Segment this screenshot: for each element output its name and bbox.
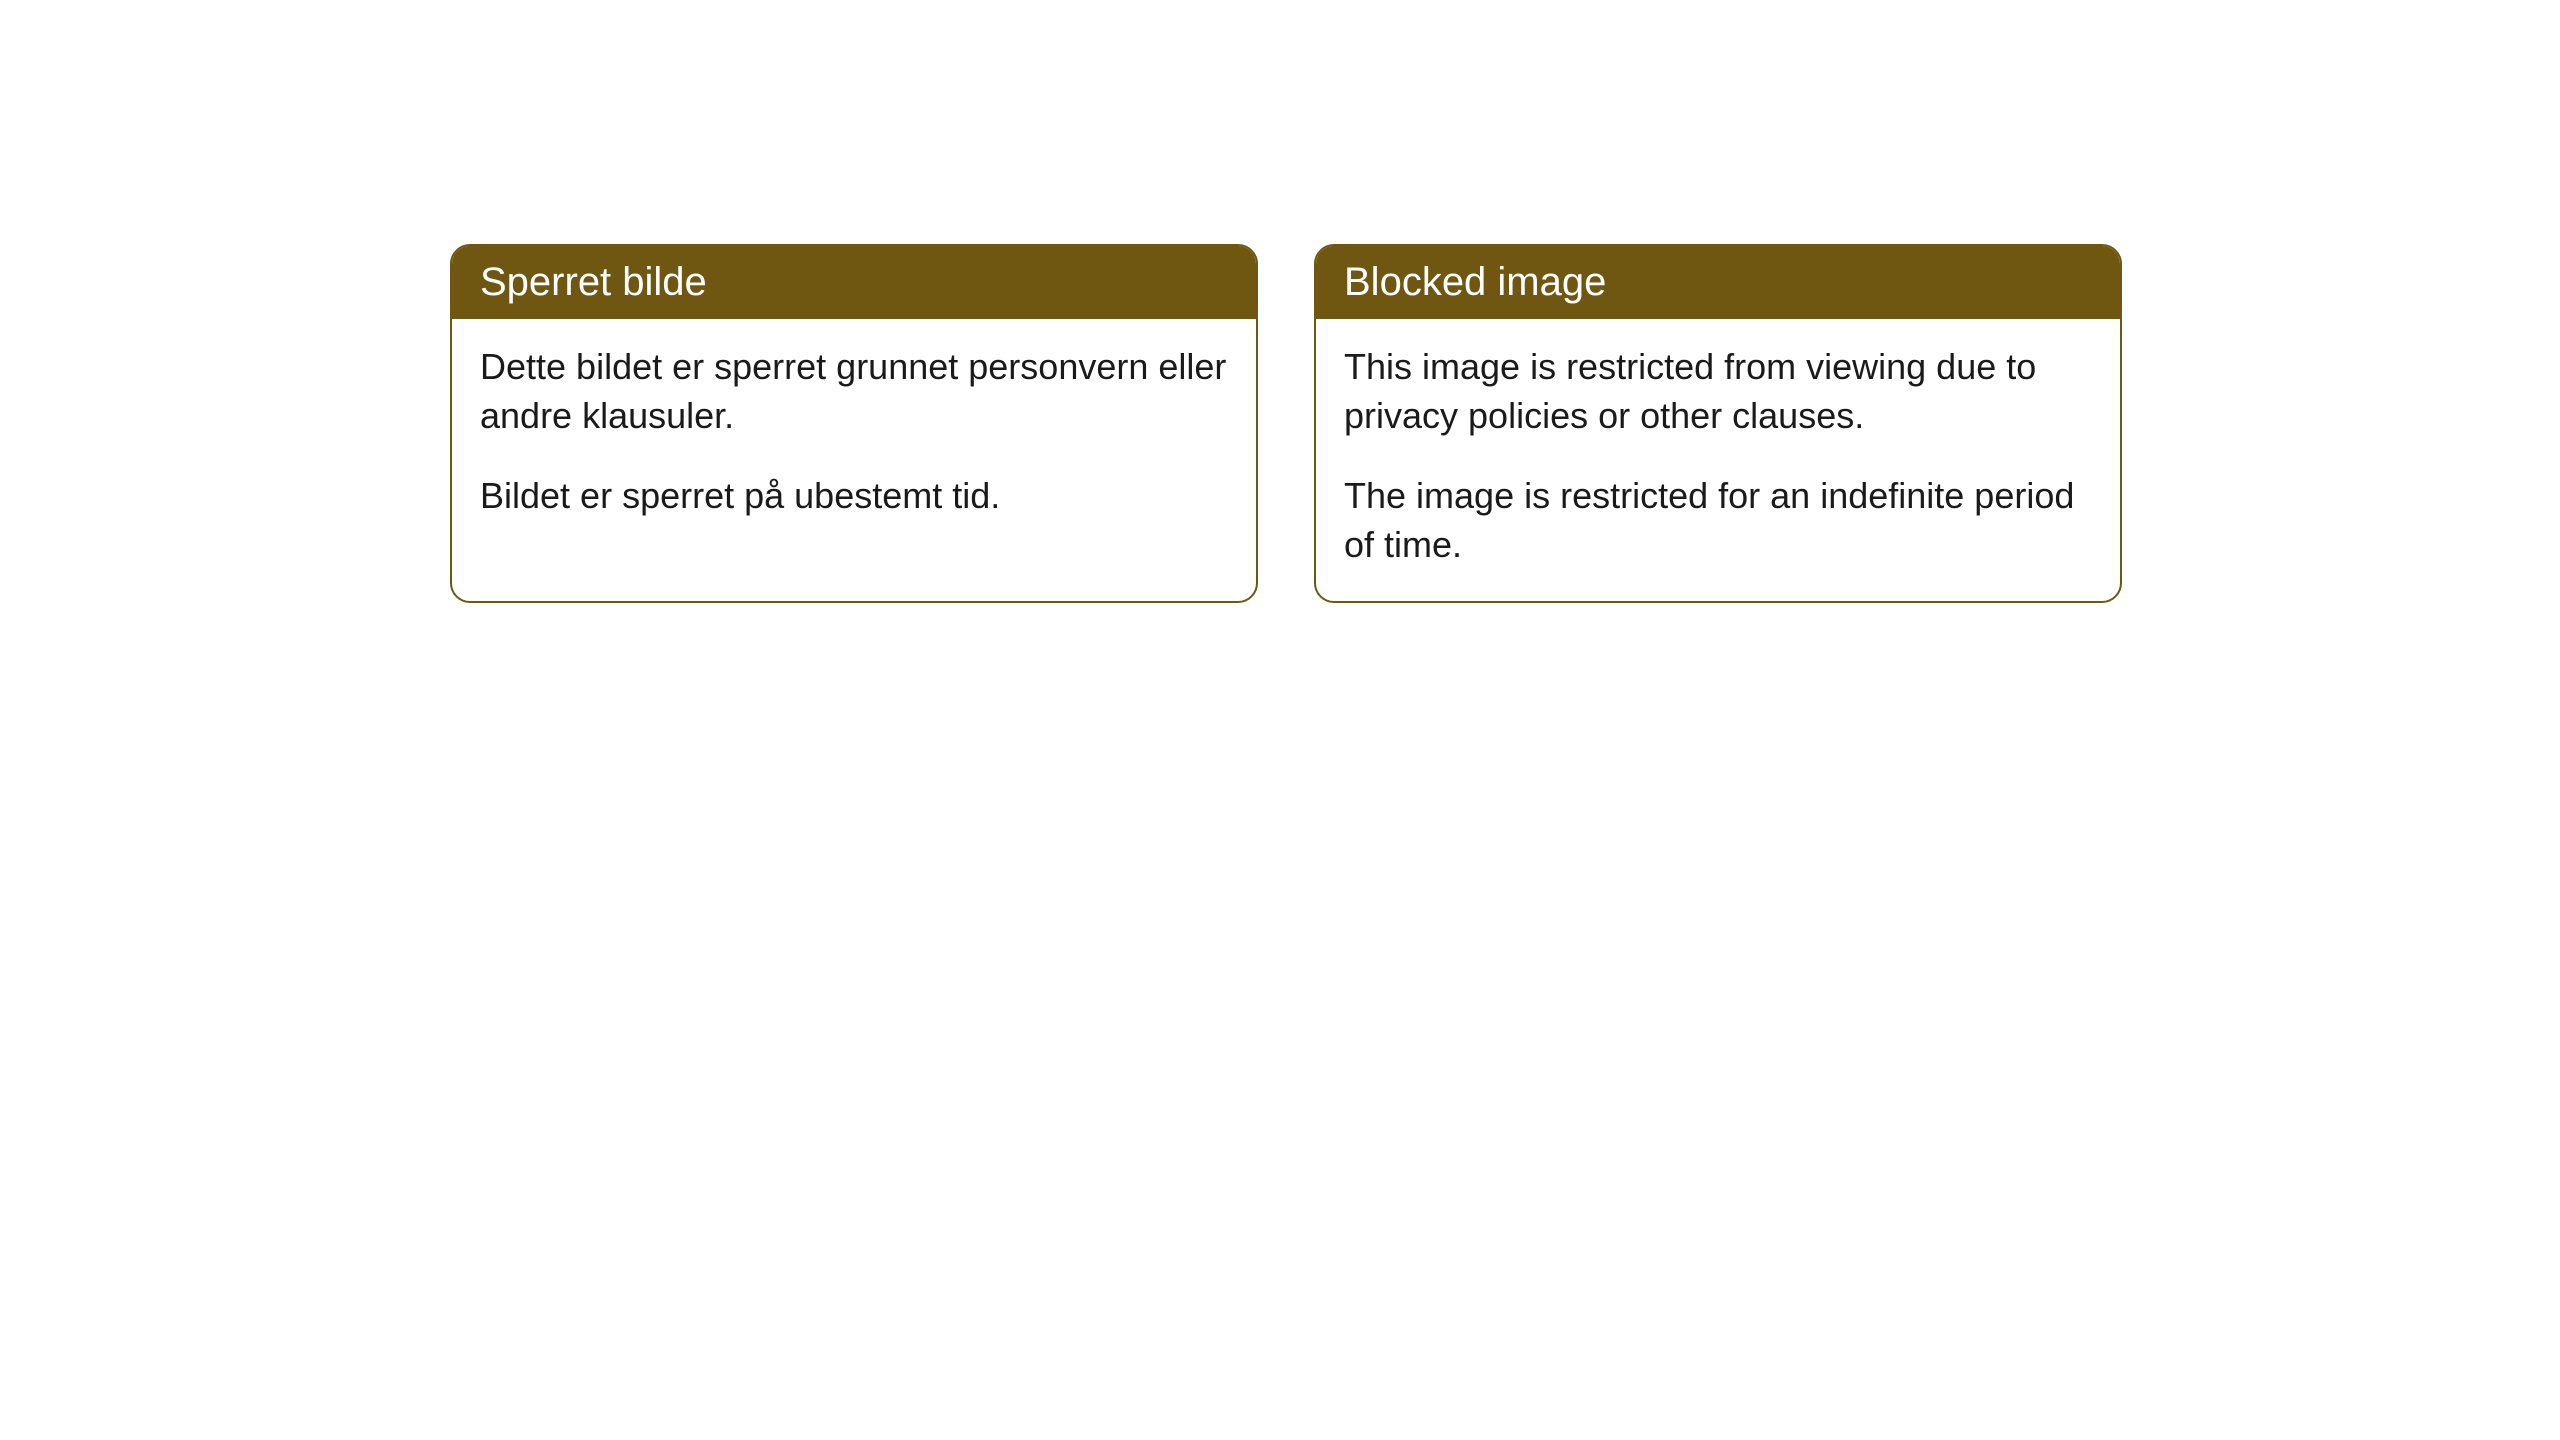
notice-cards-container: Sperret bilde Dette bildet er sperret gr… (450, 244, 2122, 603)
notice-card-english: Blocked image This image is restricted f… (1314, 244, 2122, 603)
card-paragraph: The image is restricted for an indefinit… (1344, 472, 2092, 569)
card-paragraph: Bildet er sperret på ubestemt tid. (480, 472, 1228, 521)
card-header: Sperret bilde (452, 246, 1256, 319)
card-title: Sperret bilde (480, 260, 707, 304)
card-body: Dette bildet er sperret grunnet personve… (452, 319, 1256, 553)
card-body: This image is restricted from viewing du… (1316, 319, 2120, 601)
card-paragraph: This image is restricted from viewing du… (1344, 343, 2092, 440)
card-title: Blocked image (1344, 260, 1606, 304)
card-header: Blocked image (1316, 246, 2120, 319)
notice-card-norwegian: Sperret bilde Dette bildet er sperret gr… (450, 244, 1258, 603)
card-paragraph: Dette bildet er sperret grunnet personve… (480, 343, 1228, 440)
